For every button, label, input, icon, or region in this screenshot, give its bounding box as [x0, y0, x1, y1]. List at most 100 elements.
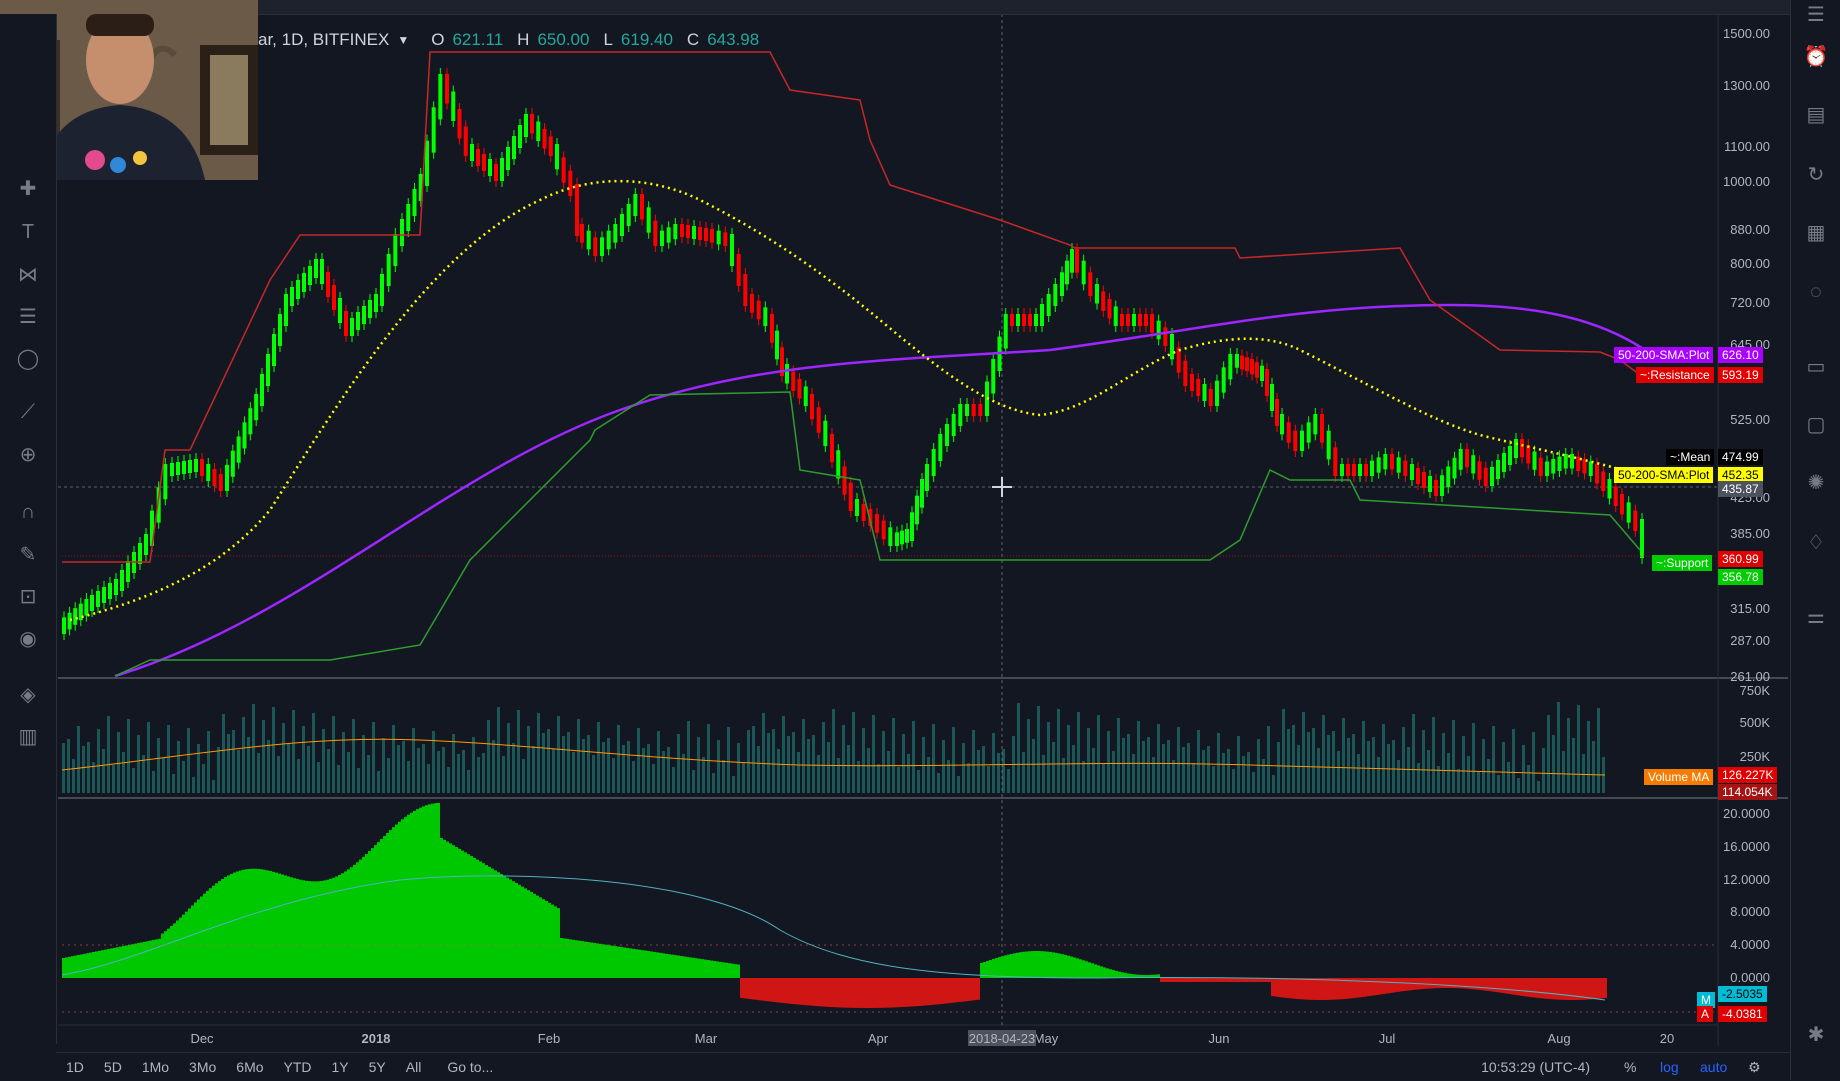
volume-bar [452, 734, 455, 793]
chat-icon[interactable]: ▭ [1806, 355, 1826, 378]
oscillator-bar [1061, 954, 1064, 978]
layers-icon[interactable]: ◈ [20, 683, 36, 706]
pencil-lock-icon[interactable]: ✎ [19, 543, 37, 566]
volume-bar [122, 752, 125, 793]
oscillator-bar [911, 978, 914, 1007]
fib-icon[interactable]: ☰ [19, 305, 37, 328]
watchlist-icon[interactable]: ☰ [1807, 3, 1825, 26]
range-5d[interactable]: 5D [103, 1059, 122, 1075]
range-ytd[interactable]: YTD [283, 1059, 312, 1075]
oscillator-bar [1382, 978, 1385, 995]
volume-bar [1587, 721, 1590, 793]
history-icon[interactable]: ↻ [1807, 163, 1825, 186]
trash-icon[interactable]: ▥ [18, 725, 38, 748]
percent-toggle[interactable]: % [1624, 1059, 1637, 1075]
oscillator-bar [536, 895, 539, 978]
volume-bar [1247, 752, 1250, 793]
bug-icon[interactable]: ✱ [1807, 1023, 1825, 1046]
oscillator-bar [1496, 978, 1499, 993]
calculator-icon[interactable]: ▦ [1806, 221, 1826, 244]
oscillator-bar [1334, 978, 1337, 1000]
oscillator-bar [392, 827, 395, 978]
range-5y[interactable]: 5Y [368, 1059, 386, 1075]
oscillator-bar [731, 963, 734, 978]
volume-bar [1412, 714, 1415, 793]
candle-body [1163, 327, 1168, 346]
alarm-clock-icon[interactable]: ⏰ [1803, 45, 1829, 68]
volume-bar [1517, 778, 1520, 793]
candle-body [1520, 439, 1524, 458]
chevron-down-icon[interactable]: ▼ [397, 33, 410, 47]
cross-icon[interactable]: ✚ [19, 177, 37, 200]
oscillator-bar [317, 881, 320, 978]
oscillator-bar [278, 873, 281, 978]
log-toggle[interactable]: log [1660, 1059, 1679, 1075]
volume-bar [522, 759, 525, 793]
bubble-icon[interactable]: ◯ [16, 347, 40, 370]
messages-icon[interactable]: ▢ [1806, 413, 1826, 436]
text-icon[interactable]: T [21, 220, 35, 243]
settings-sliders-icon[interactable]: ⚌ [1807, 605, 1825, 628]
range-1y[interactable]: 1Y [331, 1059, 349, 1075]
range-1mo[interactable]: 1Mo [141, 1059, 170, 1075]
oscillator-bar [935, 978, 938, 1005]
symbol-legend: ar, 1D, BITFINEX ▼ O 621.11 H 650.00 L 619.… [258, 28, 765, 52]
ideas-icon[interactable]: ✺ [1807, 471, 1825, 494]
oscillator-bar [1058, 953, 1061, 978]
volume-bar [282, 723, 285, 793]
oscillator-bar [1022, 951, 1025, 978]
range-6mo[interactable]: 6Mo [236, 1059, 264, 1075]
oscillator-bar [506, 877, 509, 978]
volume-bar [207, 731, 210, 793]
eye-icon[interactable]: ◉ [19, 627, 37, 650]
candle-body [451, 91, 456, 121]
candle-body [895, 532, 899, 546]
oscillator-bar [482, 863, 485, 978]
oscillator-bar [1025, 951, 1028, 978]
oscillator-bar [1406, 978, 1409, 991]
clock-readout[interactable]: 10:53:29 (UTC-4) [1481, 1059, 1590, 1075]
candle-body [1202, 384, 1207, 401]
volume-bar [1527, 765, 1530, 793]
goto-date-button[interactable]: Go to... [447, 1059, 494, 1075]
range-3mo[interactable]: 3Mo [189, 1059, 217, 1075]
auto-toggle[interactable]: auto [1700, 1059, 1728, 1075]
candle-body [380, 274, 384, 306]
pattern-icon[interactable]: ⋈ [18, 263, 38, 286]
symbol-label[interactable]: ar, 1D, BITFINEX [258, 30, 390, 49]
time-axis-label: 2018 [362, 1031, 391, 1046]
oscillator-bar [1139, 974, 1142, 978]
oscillator-bar [1211, 978, 1214, 982]
candle-body [958, 404, 963, 426]
oscillator-bar [503, 875, 506, 978]
oscillator-bar [836, 978, 839, 1008]
time-axis-label: Jun [1209, 1031, 1230, 1046]
candle-body [1190, 374, 1194, 391]
oscillator-bar [668, 954, 671, 978]
candle-body [816, 407, 821, 433]
oscillator-bar [545, 901, 548, 978]
candle-body [1156, 320, 1161, 340]
calendar-list-icon[interactable]: ▤ [1806, 103, 1826, 126]
volume-bar [352, 719, 355, 793]
lightbulb-icon[interactable]: ◌ [1810, 280, 1822, 303]
oscillator-bar [476, 859, 479, 978]
lock-icon[interactable]: ⊡ [19, 585, 37, 608]
volume-bar [317, 762, 320, 793]
bell-icon[interactable]: ♢ [1807, 531, 1825, 554]
magnet-icon[interactable]: ∩ [20, 500, 36, 523]
oscillator-bar [263, 869, 266, 978]
volume-bar [447, 767, 450, 793]
oscillator-bar [1130, 973, 1133, 978]
candle-body [84, 599, 89, 616]
range-1d[interactable]: 1D [66, 1059, 84, 1075]
ruler-icon[interactable]: ⟋ [21, 400, 35, 423]
oscillator-bar [1175, 978, 1178, 982]
gear-icon[interactable]: ⚙ [1748, 1058, 1761, 1075]
zoom-icon[interactable]: ⊕ [19, 443, 37, 466]
range-all[interactable]: All [405, 1059, 422, 1075]
volume-bar [1042, 755, 1045, 793]
oscillator-bar [74, 955, 77, 978]
sma50-line [69, 179, 1641, 622]
